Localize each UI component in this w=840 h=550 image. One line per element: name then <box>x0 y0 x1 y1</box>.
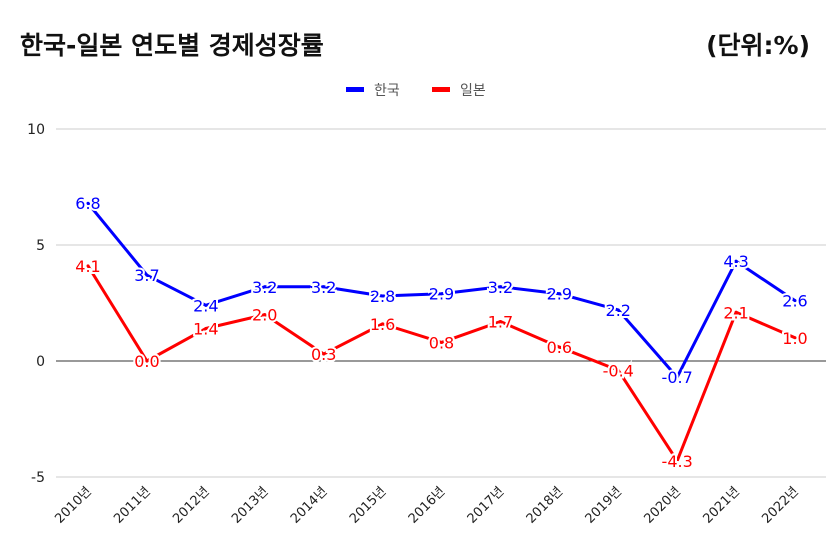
data-label: 1.6 <box>370 315 395 334</box>
data-label: 3.2 <box>488 278 513 297</box>
x-tick-label: 2011년 <box>111 484 153 526</box>
data-point <box>734 310 738 314</box>
data-label: -0.4 <box>603 361 634 380</box>
x-tick-label: 2013년 <box>229 484 271 526</box>
unit-label: (단위:%) <box>706 31 810 60</box>
data-label: -4.3 <box>662 452 693 471</box>
data-label: 4.1 <box>75 257 100 276</box>
data-point <box>498 285 502 289</box>
x-tick-label: 2017년 <box>465 484 507 526</box>
y-tick-label: 5 <box>36 238 45 254</box>
data-label: 0.0 <box>134 352 159 371</box>
data-label: 2.0 <box>252 306 277 325</box>
data-point <box>322 285 326 289</box>
y-axis-ticks: 10 5 0 -5 <box>27 122 45 486</box>
data-label: 0.3 <box>311 345 336 364</box>
data-point <box>145 359 149 363</box>
data-point <box>204 303 208 307</box>
data-point <box>263 313 267 317</box>
data-point <box>322 352 326 356</box>
x-axis-ticks: 2010년 2011년 2012년 2013년 2014년 2015년 2016년 2017년… <box>52 484 801 526</box>
x-tick-label: 2022년 <box>759 484 801 526</box>
data-point <box>734 259 738 263</box>
data-point <box>381 322 385 326</box>
y-tick-label: -5 <box>31 470 45 486</box>
data-label: 1.4 <box>193 320 218 339</box>
data-point <box>381 294 385 298</box>
data-label: 1.0 <box>782 329 807 348</box>
series-lines <box>86 201 797 463</box>
data-label: 3.2 <box>252 278 277 297</box>
x-tick-label: 2018년 <box>524 484 566 526</box>
data-label: 2.2 <box>606 301 631 320</box>
x-tick-label: 2015년 <box>347 484 389 526</box>
data-point <box>145 273 149 277</box>
data-label: 1.7 <box>488 313 513 332</box>
data-label: 2.9 <box>429 285 454 304</box>
data-point <box>86 201 90 205</box>
x-tick-label: 2019년 <box>583 484 625 526</box>
data-label: 2.8 <box>370 287 395 306</box>
data-point <box>498 320 502 324</box>
data-point <box>675 459 679 463</box>
data-point <box>86 264 90 268</box>
data-point <box>440 292 443 296</box>
data-point <box>675 375 679 379</box>
data-point <box>204 327 208 331</box>
data-label: 6.8 <box>75 194 100 213</box>
data-point <box>440 340 443 344</box>
data-point <box>616 368 620 372</box>
data-point <box>557 345 561 349</box>
legend-swatch <box>346 87 364 92</box>
x-tick-label: 2020년 <box>642 484 684 526</box>
data-point <box>263 285 267 289</box>
data-label: 0.8 <box>429 333 454 352</box>
chart-title: 한국-일본 연도별 경제성장률 <box>20 31 324 60</box>
legend: 한국 일본 <box>346 83 486 99</box>
data-label: -0.7 <box>662 368 693 387</box>
x-tick-label: 2010년 <box>52 484 94 526</box>
legend-label: 일본 <box>460 83 486 99</box>
gridlines <box>56 128 826 478</box>
legend-label: 한국 <box>374 83 400 99</box>
data-label: 3.2 <box>311 278 336 297</box>
y-tick-label: 0 <box>36 354 45 370</box>
data-label: 3.7 <box>134 266 159 285</box>
data-point <box>557 292 561 296</box>
data-label: 4.3 <box>723 252 748 271</box>
x-tick-label: 2021년 <box>700 484 742 526</box>
data-point <box>793 299 797 303</box>
data-label: 2.9 <box>547 285 572 304</box>
y-tick-label: 10 <box>27 122 45 138</box>
data-label: 2.4 <box>193 296 218 315</box>
data-label: 2.1 <box>723 303 748 322</box>
x-tick-label: 2012년 <box>170 484 212 526</box>
legend-swatch <box>432 87 450 92</box>
x-tick-label: 2016년 <box>406 484 448 526</box>
data-label: 0.6 <box>547 338 572 357</box>
x-tick-label: 2014년 <box>288 484 330 526</box>
data-label: 2.6 <box>782 292 807 311</box>
data-point <box>616 308 620 312</box>
data-point <box>793 336 797 340</box>
data-labels: 6.8 3.7 2.4 3.2 3.2 2.8 2.9 3.2 2.9 2.2 -0.7 4.3 2.6… <box>73 192 809 473</box>
